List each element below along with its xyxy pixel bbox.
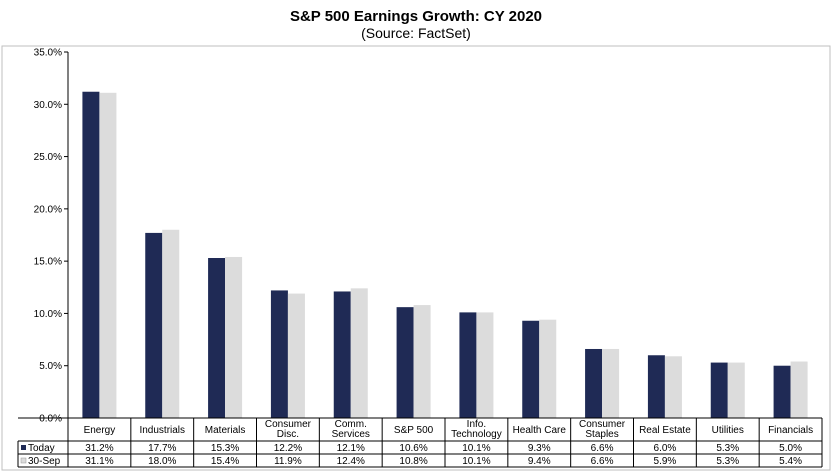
- data-label: 9.3%: [528, 443, 551, 454]
- bar-today: [522, 320, 540, 418]
- category-label: Materials: [205, 425, 246, 436]
- bar-30-sep: [225, 256, 243, 418]
- bar-today: [270, 290, 288, 418]
- bar-today: [396, 307, 414, 418]
- bar-today: [647, 355, 665, 418]
- bar-30-sep: [727, 362, 745, 418]
- category-label: Consumer: [579, 419, 626, 430]
- data-label: 6.6%: [591, 443, 614, 454]
- bar-today: [333, 291, 351, 418]
- data-label: 10.1%: [462, 443, 490, 454]
- data-label: 5.3%: [716, 443, 739, 454]
- bar-30-sep: [350, 288, 368, 418]
- category-label: Consumer: [265, 419, 312, 430]
- category-label: Services: [332, 429, 370, 440]
- bar-30-sep: [413, 305, 431, 418]
- bar-today: [710, 362, 728, 418]
- bar-today: [585, 348, 603, 418]
- bar-today: [208, 258, 226, 418]
- y-tick-label: 35.0%: [34, 48, 62, 59]
- data-label: 15.3%: [211, 443, 239, 454]
- bar-today: [82, 91, 100, 418]
- bar-today: [459, 312, 477, 418]
- bars: [82, 91, 808, 418]
- y-tick-label: 5.0%: [39, 361, 62, 372]
- data-label: 15.4%: [211, 456, 239, 467]
- category-label: Staples: [585, 429, 618, 440]
- bar-30-sep: [99, 92, 117, 418]
- y-axis: 0.0% 5.0% 10.0% 15.0% 20.0% 25.0% 30.0% 35.0%: [34, 48, 69, 425]
- data-label: 6.0%: [654, 443, 677, 454]
- bar-30-sep: [476, 312, 494, 418]
- category-label: Industrials: [139, 425, 185, 436]
- y-tick-label: 10.0%: [34, 309, 62, 320]
- y-tick-label: 0.0%: [39, 414, 62, 425]
- bar-today: [145, 232, 163, 418]
- legend-label: 30-Sep: [28, 456, 61, 467]
- category-label: Energy: [84, 425, 116, 436]
- bar-30-sep: [602, 348, 620, 418]
- legend-swatch: [21, 445, 26, 450]
- data-label: 12.4%: [337, 456, 365, 467]
- category-label: S&P 500: [394, 425, 434, 436]
- bar-30-sep: [162, 229, 180, 418]
- data-label: 31.1%: [85, 456, 113, 467]
- data-label: 9.4%: [528, 456, 551, 467]
- bar-today: [773, 365, 791, 418]
- legend-label: Today: [28, 443, 55, 454]
- data-label: 5.0%: [779, 443, 802, 454]
- data-label: 17.7%: [148, 443, 176, 454]
- chart-frame: [1, 45, 831, 471]
- category-label: Utilities: [712, 425, 744, 436]
- category-label: Disc.: [277, 429, 299, 440]
- data-table: Energy Industrials MaterialsConsumerDisc.C…: [17, 417, 823, 468]
- y-tick-label: 20.0%: [34, 204, 62, 215]
- data-label: 10.1%: [462, 456, 490, 467]
- chart-title: S&P 500 Earnings Growth: CY 2020: [290, 8, 542, 25]
- bar-30-sep: [539, 319, 557, 418]
- data-label: 18.0%: [148, 456, 176, 467]
- data-label: 12.1%: [337, 443, 365, 454]
- y-tick-label: 15.0%: [34, 257, 62, 268]
- data-label: 10.6%: [399, 443, 427, 454]
- bar-30-sep: [664, 356, 682, 418]
- y-tick-label: 30.0%: [34, 100, 62, 111]
- legend-swatch: [20, 457, 27, 464]
- category-label: Info.: [467, 419, 486, 430]
- data-label: 10.8%: [399, 456, 427, 467]
- bar-30-sep: [790, 361, 808, 418]
- data-label: 5.9%: [654, 456, 677, 467]
- data-label: 12.2%: [274, 443, 302, 454]
- category-label: Health Care: [513, 425, 567, 436]
- data-label: 31.2%: [85, 443, 113, 454]
- data-label: 11.9%: [274, 456, 302, 467]
- category-label: Financials: [768, 425, 813, 436]
- category-label: Technology: [451, 429, 502, 440]
- category-label: Real Estate: [639, 425, 691, 436]
- category-label: Comm.: [335, 419, 367, 430]
- chart-subtitle: (Source: FactSet): [361, 25, 471, 41]
- data-label: 5.4%: [779, 456, 802, 467]
- data-label: 5.3%: [716, 456, 739, 467]
- bar-30-sep: [287, 293, 305, 418]
- y-tick-label: 25.0%: [34, 152, 62, 163]
- data-label: 6.6%: [591, 456, 614, 467]
